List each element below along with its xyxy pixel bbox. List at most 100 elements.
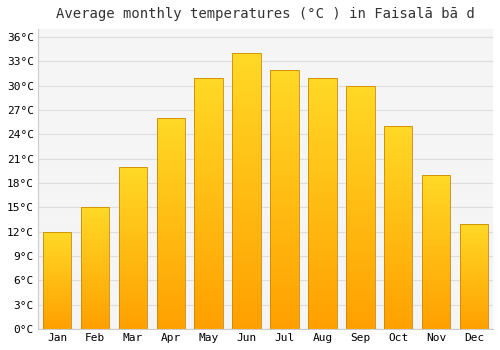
Bar [118, 193, 147, 194]
Bar [422, 290, 450, 292]
Bar [422, 203, 450, 204]
Bar [308, 309, 336, 311]
Bar [422, 232, 450, 233]
Bar [346, 207, 374, 210]
Bar [346, 307, 374, 309]
Bar [384, 252, 412, 254]
Bar [232, 210, 261, 213]
Bar [384, 145, 412, 147]
Bar [194, 173, 223, 176]
Bar [194, 226, 223, 229]
Bar [118, 309, 147, 311]
Bar [194, 276, 223, 279]
Bar [460, 267, 488, 268]
Bar [346, 188, 374, 190]
Bar [43, 288, 72, 289]
Bar [81, 283, 109, 284]
Bar [384, 175, 412, 177]
Bar [460, 275, 488, 276]
Bar [308, 168, 336, 171]
Bar [346, 142, 374, 144]
Bar [194, 327, 223, 329]
Bar [384, 197, 412, 199]
Bar [460, 310, 488, 311]
Bar [308, 306, 336, 309]
Bar [270, 241, 299, 243]
Bar [384, 301, 412, 302]
Bar [118, 295, 147, 296]
Bar [422, 286, 450, 287]
Bar [270, 140, 299, 142]
Bar [308, 301, 336, 304]
Bar [384, 225, 412, 228]
Bar [270, 137, 299, 140]
Bar [81, 228, 109, 229]
Bar [384, 238, 412, 240]
Bar [270, 202, 299, 204]
Bar [232, 67, 261, 70]
Bar [232, 147, 261, 150]
Bar [118, 261, 147, 262]
Bar [194, 256, 223, 259]
Bar [308, 166, 336, 168]
Bar [232, 202, 261, 205]
Bar [156, 278, 185, 280]
Bar [194, 125, 223, 128]
Bar [118, 199, 147, 201]
Bar [384, 140, 412, 142]
Bar [81, 235, 109, 237]
Bar [270, 287, 299, 290]
Bar [384, 132, 412, 134]
Bar [81, 308, 109, 309]
Bar [156, 243, 185, 245]
Bar [81, 245, 109, 246]
Bar [346, 110, 374, 112]
Bar [194, 120, 223, 123]
Bar [81, 314, 109, 315]
Bar [384, 193, 412, 195]
Bar [43, 255, 72, 256]
Bar [43, 320, 72, 321]
Bar [308, 316, 336, 319]
Bar [194, 208, 223, 211]
Bar [232, 122, 261, 125]
Bar [460, 323, 488, 324]
Bar [156, 217, 185, 219]
Bar [384, 309, 412, 311]
Bar [422, 186, 450, 187]
Bar [156, 299, 185, 301]
Bar [156, 268, 185, 270]
Bar [308, 281, 336, 284]
Bar [384, 292, 412, 294]
Bar [118, 173, 147, 175]
Bar [81, 263, 109, 265]
Bar [460, 235, 488, 236]
Bar [118, 288, 147, 290]
Bar [118, 241, 147, 243]
Bar [270, 272, 299, 274]
Bar [346, 309, 374, 312]
Bar [384, 230, 412, 232]
Bar [118, 262, 147, 264]
Bar [194, 93, 223, 95]
Bar [81, 325, 109, 327]
Bar [422, 261, 450, 263]
Bar [194, 123, 223, 125]
Bar [194, 100, 223, 103]
Bar [156, 236, 185, 238]
Bar [384, 222, 412, 224]
Bar [422, 323, 450, 324]
Bar [422, 320, 450, 321]
Bar [43, 326, 72, 327]
Bar [194, 131, 223, 133]
Bar [270, 261, 299, 264]
Bar [270, 264, 299, 267]
Bar [346, 256, 374, 258]
Bar [460, 327, 488, 328]
Bar [346, 224, 374, 227]
Bar [194, 286, 223, 289]
Bar [81, 275, 109, 276]
Bar [156, 211, 185, 213]
Bar [308, 311, 336, 314]
Bar [118, 176, 147, 178]
